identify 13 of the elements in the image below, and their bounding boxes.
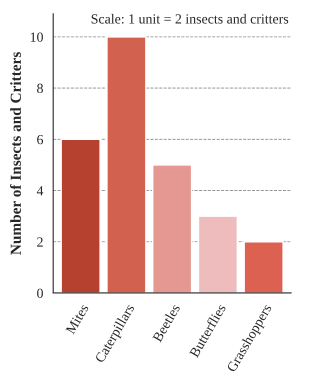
y-tick-label: 2 (37, 237, 43, 247)
y-tick-label: 4 (36, 186, 44, 196)
y-tick-label: 6 (37, 134, 44, 144)
y-tick-label: 10 (30, 32, 43, 42)
bar (152, 164, 192, 293)
bar (60, 138, 101, 293)
bar (106, 36, 147, 293)
bar (198, 215, 238, 293)
y-axis-title: Number of Insects and Critters (10, 52, 21, 255)
annotation: Scale: 1 unit = 2 insects and critters (92, 14, 288, 24)
y-tick-label: 8 (37, 84, 43, 94)
y-tick-label: 0 (37, 288, 43, 298)
bar (244, 241, 284, 293)
